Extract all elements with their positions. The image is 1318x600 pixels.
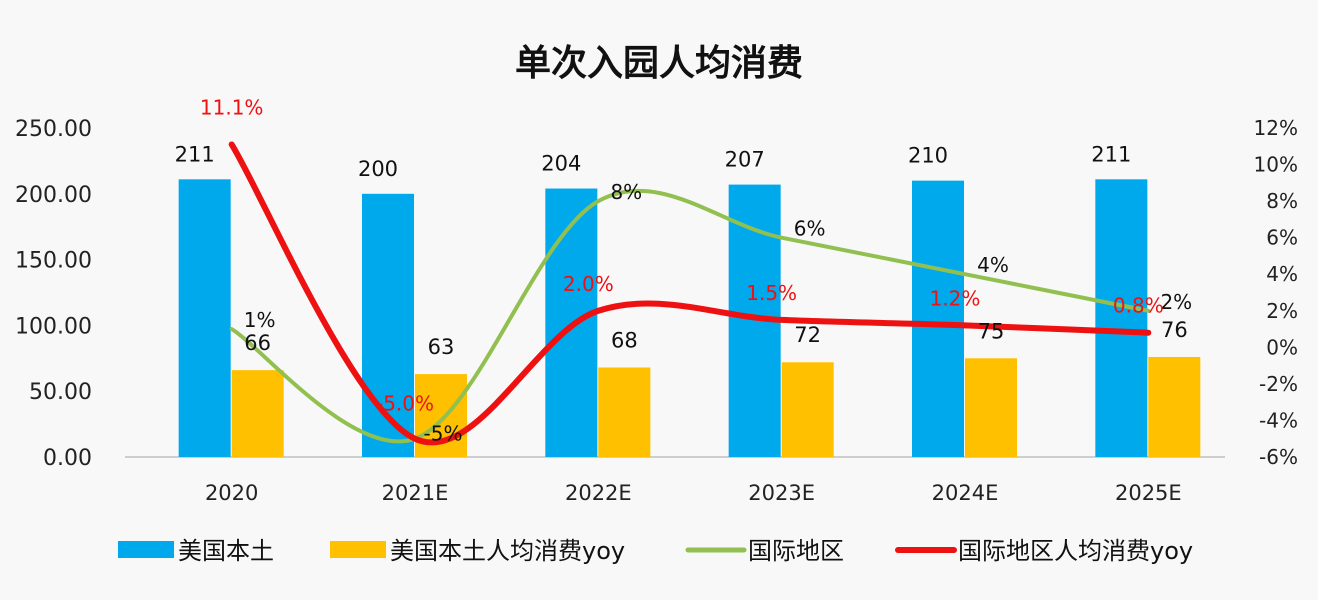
bar-data-label: 63 <box>428 335 455 359</box>
line-data-label: 1.5% <box>746 281 797 305</box>
line-data-label: 2% <box>1160 290 1192 314</box>
right-axis-tick: 0% <box>1266 335 1298 359</box>
line-international <box>229 188 1151 444</box>
line-data-label: 1.2% <box>930 286 981 310</box>
bar-data-label: 207 <box>725 148 765 172</box>
bar-data-label: 211 <box>175 142 215 166</box>
bar-data-label: 204 <box>541 152 581 176</box>
x-axis-tick: 2022E <box>565 481 632 505</box>
right-axis-tick: 4% <box>1266 262 1298 286</box>
right-axis-tick: -4% <box>1259 408 1298 432</box>
legend-label: 国际地区 <box>748 537 844 565</box>
legend-label: 美国本土人均消费yoy <box>390 537 625 565</box>
legend-swatch <box>330 541 386 558</box>
bar-data-label: 210 <box>908 144 948 168</box>
bar-data-label: 75 <box>978 319 1005 343</box>
line-data-label: 2.0% <box>563 272 614 296</box>
line-data-label: 6% <box>794 217 826 241</box>
line-international-yoy <box>228 141 1152 446</box>
bar-data-label: 200 <box>358 157 398 181</box>
left-axis-tick: 50.00 <box>29 380 92 405</box>
x-axis-tick: 2025E <box>1115 481 1182 505</box>
line-data-label: -5.0% <box>376 392 434 416</box>
bar-us-domestic-yoy <box>598 367 651 457</box>
bar-us-domestic <box>912 180 964 457</box>
right-axis-tick: -2% <box>1259 372 1298 396</box>
right-axis-tick: -6% <box>1259 445 1298 469</box>
bar-us-domestic-yoy <box>1148 356 1201 457</box>
bar-data-label: 66 <box>244 331 271 355</box>
x-axis-tick: 2024E <box>932 481 999 505</box>
bar-us-domestic-yoy <box>231 370 284 457</box>
bar-us-domestic-yoy <box>781 362 834 457</box>
left-axis-tick: 250.00 <box>15 117 92 142</box>
line-data-label: -5% <box>424 422 463 446</box>
line-data-label: 0.8% <box>1113 294 1164 318</box>
line-data-label: 1% <box>244 308 276 332</box>
x-axis-tick: 2023E <box>748 481 815 505</box>
legend-label: 国际地区人均消费yoy <box>958 537 1193 565</box>
right-axis-tick: 2% <box>1266 299 1298 323</box>
line-data-label: 11.1% <box>200 95 264 119</box>
line-data-label: 4% <box>977 253 1009 277</box>
x-axis-tick: 2020 <box>205 481 258 505</box>
bar-data-label: 76 <box>1161 318 1188 342</box>
right-axis-tick: 10% <box>1254 153 1298 177</box>
chart-title: 单次入园人均消费 <box>515 43 803 84</box>
x-axis-tick: 2021E <box>382 481 449 505</box>
right-axis-tick: 8% <box>1266 189 1298 213</box>
bar-us-domestic-yoy <box>965 358 1017 457</box>
legend-label: 美国本土 <box>178 537 274 565</box>
bar-us-domestic <box>1095 179 1148 457</box>
legend-swatch <box>118 541 174 558</box>
left-axis-tick: 200.00 <box>15 183 92 208</box>
right-axis-tick: 12% <box>1254 116 1298 140</box>
line-data-label: 8% <box>610 180 642 204</box>
bar-data-label: 68 <box>611 329 638 353</box>
left-axis-tick: 100.00 <box>15 314 92 339</box>
bar-data-label: 72 <box>794 323 821 347</box>
left-axis-tick: 0.00 <box>43 446 92 471</box>
right-axis-tick: 6% <box>1266 226 1298 250</box>
bar-data-label: 211 <box>1091 142 1131 166</box>
bar-us-domestic <box>178 179 231 457</box>
left-axis-tick: 150.00 <box>15 249 92 274</box>
